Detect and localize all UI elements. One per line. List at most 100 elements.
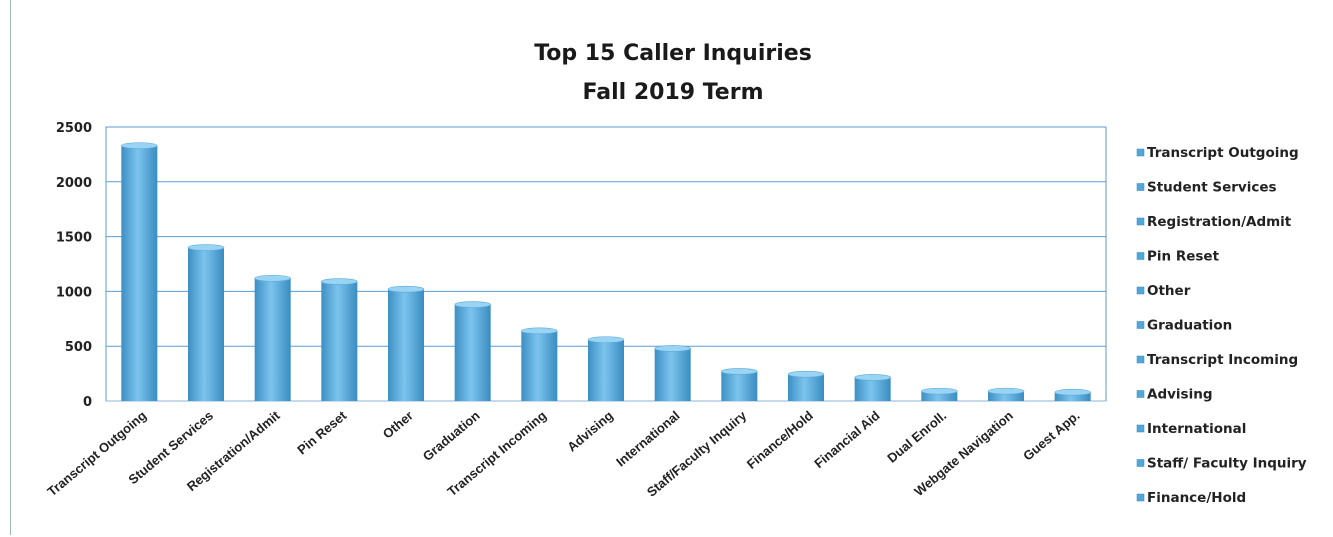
x-tick-label: Pin Reset (294, 407, 350, 457)
bar-group (454, 301, 491, 401)
legend-label: Staff/ Faculty Inquiry (1147, 456, 1307, 472)
x-tick-label: Advising (564, 408, 616, 455)
bar (654, 348, 691, 401)
y-tick-label: 2000 (56, 176, 92, 191)
bar-group (854, 374, 891, 401)
bar-top (987, 387, 1025, 395)
legend-entry: Pin Reset (1136, 249, 1220, 265)
legend-swatch (1136, 459, 1145, 467)
legend-entry: Transcript Incoming (1136, 352, 1298, 368)
x-tick-label: Other (380, 408, 416, 442)
y-tick-label: 2500 (56, 121, 92, 136)
bar-group (1054, 388, 1091, 401)
bar-group (654, 345, 691, 401)
x-tick-label: Financial Aid (811, 408, 882, 471)
legend-entry: Advising (1136, 387, 1212, 403)
bar-group (721, 368, 758, 401)
legend-swatch (1136, 286, 1145, 295)
legend-entry: Graduation (1136, 318, 1232, 334)
bar (854, 377, 891, 401)
x-tick-label: Finance/Hold (744, 408, 816, 472)
x-tick-label: International (613, 408, 682, 470)
bar-group (387, 285, 425, 401)
legend-swatch (1136, 321, 1145, 329)
bar-group (587, 336, 625, 401)
legend: Transcript Outgoing Student Services Regis… (1136, 145, 1307, 506)
bar (254, 278, 291, 401)
bar (921, 391, 958, 401)
legend-label: Graduation (1147, 318, 1232, 334)
bar-top (321, 278, 358, 285)
bar (588, 339, 624, 401)
x-tick-label: Graduation (420, 408, 483, 464)
legend-label: International (1147, 421, 1246, 437)
y-tick-label: 0 (83, 395, 92, 410)
bar (788, 374, 824, 401)
legend-label: Student Services (1147, 180, 1277, 196)
legend-label: Other (1147, 283, 1191, 299)
legend-entry: Staff/ Faculty Inquiry (1136, 456, 1307, 472)
bar (521, 330, 558, 401)
y-axis: 0 500 1000 1500 2000 2500 (56, 121, 92, 410)
bar (454, 304, 491, 401)
bar (721, 371, 758, 401)
bar-group (987, 387, 1025, 401)
bar (321, 281, 358, 401)
bar-top (1054, 388, 1091, 396)
bar-top (187, 244, 225, 251)
x-tick-label: Guest App. (1020, 408, 1082, 464)
bar-group (921, 387, 958, 401)
legend-swatch (1136, 493, 1145, 502)
bar (188, 247, 224, 401)
legend-label: Advising (1147, 387, 1212, 403)
legend-swatch (1136, 355, 1145, 364)
legend-swatch (1136, 217, 1145, 226)
bar-top (787, 370, 825, 378)
chart-subtitle: Fall 2019 Term (583, 80, 764, 105)
bar-group (187, 244, 225, 401)
bar-group (254, 274, 291, 401)
legend-label: Transcript Incoming (1147, 352, 1298, 368)
bar-top (521, 327, 558, 335)
legend-swatch (1136, 148, 1145, 157)
bar (388, 289, 424, 401)
bar-group (787, 370, 825, 401)
bar-chart: Top 15 Caller Inquiries Fall 2019 Term 0… (44, 41, 1307, 506)
bar (1054, 392, 1091, 401)
legend-entry: International (1136, 421, 1246, 437)
y-tick-label: 1500 (56, 231, 92, 246)
x-tick-label: Dual Enroll. (884, 408, 949, 466)
chart-title: Top 15 Caller Inquiries (534, 41, 812, 66)
bars (121, 142, 1091, 401)
bar (988, 391, 1024, 401)
legend-swatch (1136, 183, 1145, 191)
legend-label: Transcript Outgoing (1147, 145, 1299, 161)
legend-label: Finance/Hold (1147, 490, 1246, 506)
bar-top (454, 301, 491, 308)
bar-top (654, 345, 691, 352)
bar-top (387, 285, 425, 293)
legend-label: Registration/Admit (1147, 214, 1292, 230)
legend-swatch (1136, 252, 1145, 260)
bar-top (121, 142, 158, 149)
bar-top (254, 274, 291, 282)
chart-frame: Top 15 Caller Inquiries Fall 2019 Term 0… (10, 0, 1329, 535)
legend-entry: Finance/Hold (1136, 490, 1246, 506)
bar-top (587, 336, 625, 343)
bar-group (321, 278, 358, 401)
y-tick-label: 500 (65, 340, 92, 355)
legend-entry: Other (1136, 283, 1191, 299)
legend-entry: Registration/Admit (1136, 214, 1292, 230)
legend-swatch (1136, 424, 1145, 433)
legend-entry: Transcript Outgoing (1136, 145, 1299, 161)
bar-group (121, 142, 158, 401)
bar-top (721, 368, 758, 375)
legend-entry: Student Services (1136, 180, 1277, 196)
y-tick-label: 1000 (56, 285, 92, 300)
legend-swatch (1136, 390, 1145, 398)
bar (121, 145, 158, 401)
bar-top (854, 374, 891, 381)
bar-group (521, 327, 558, 401)
legend-label: Pin Reset (1147, 249, 1220, 265)
